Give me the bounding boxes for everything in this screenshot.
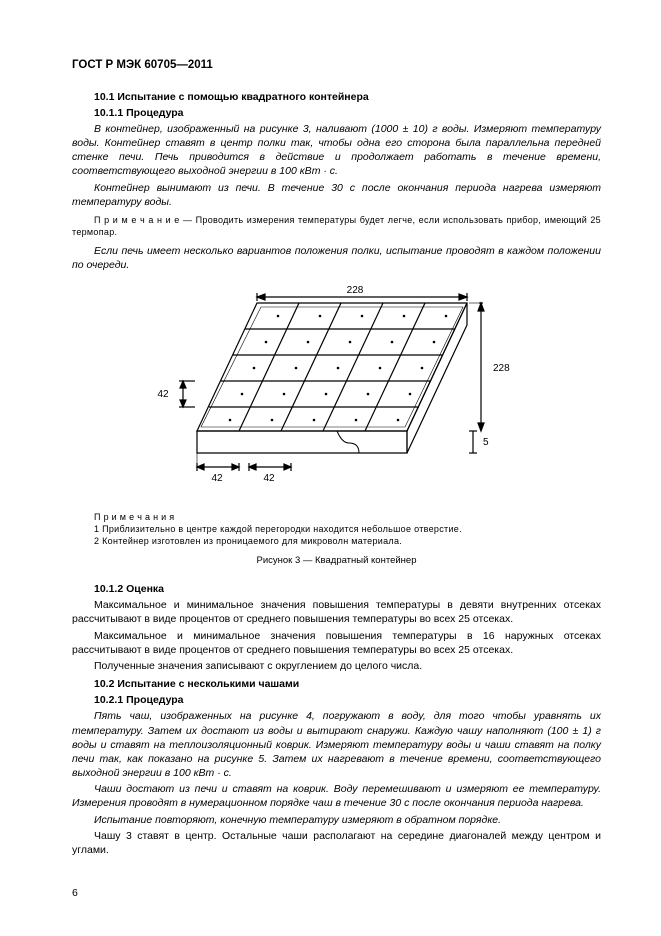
svg-text:5: 5 bbox=[483, 437, 489, 448]
para-3: Если печь имеет несколько вариантов поло… bbox=[72, 244, 601, 272]
svg-text:42: 42 bbox=[157, 389, 169, 400]
section-10-1: 10.1 Испытание с помощью квадратного кон… bbox=[72, 90, 601, 104]
section-10-2-1: 10.2.1 Процедура bbox=[72, 693, 601, 707]
para-1: В контейнер, изображенный на рисунке 3, … bbox=[72, 122, 601, 179]
notes-line-1: 1 Приблизительно в центре каждой перегор… bbox=[72, 523, 601, 535]
para-9: Испытание повторяют, конечную температур… bbox=[72, 813, 601, 827]
svg-text:228: 228 bbox=[346, 285, 363, 296]
para-7: Пять чаш, изображенных на рисунке 4, пог… bbox=[72, 709, 601, 780]
para-4: Максимальное и минимальное значения повы… bbox=[72, 598, 601, 626]
doc-header: ГОСТ Р МЭК 60705—2011 bbox=[72, 58, 601, 74]
svg-text:42: 42 bbox=[263, 473, 275, 484]
para-6: Полученные значения записывают с округле… bbox=[72, 659, 601, 673]
para-2: Контейнер вынимают из печи. В течение 30… bbox=[72, 181, 601, 209]
para-8: Чаши достают из печи и ставят на коврик.… bbox=[72, 782, 601, 810]
section-10-1-2: 10.1.2 Оценка bbox=[72, 582, 601, 596]
container-diagram-svg: 228 228 42 42 42 5 bbox=[137, 281, 537, 501]
figure-caption: Рисунок 3 — Квадратный контейнер bbox=[72, 555, 601, 568]
figure-notes: П р и м е ч а н и я 1 Приблизительно в ц… bbox=[72, 511, 601, 547]
section-10-1-1: 10.1.1 Процедура bbox=[72, 106, 601, 120]
para-10: Чашу 3 ставят в центр. Остальные чаши ра… bbox=[72, 829, 601, 857]
notes-line-2: 2 Контейнер изготовлен из проницаемого д… bbox=[72, 535, 601, 547]
page-number: 6 bbox=[72, 886, 78, 900]
svg-text:42: 42 bbox=[211, 473, 223, 484]
section-10-2: 10.2 Испытание с несколькими чашами bbox=[72, 677, 601, 691]
figure-3: 228 228 42 42 42 5 bbox=[137, 281, 537, 505]
svg-text:228: 228 bbox=[493, 363, 510, 374]
page: ГОСТ Р МЭК 60705—2011 10.1 Испытание с п… bbox=[0, 0, 661, 936]
note-thermocouple: П р и м е ч а н и е — Проводить измерени… bbox=[72, 215, 601, 238]
para-5: Максимальное и минимальное значения повы… bbox=[72, 629, 601, 657]
notes-title: П р и м е ч а н и я bbox=[72, 511, 601, 523]
